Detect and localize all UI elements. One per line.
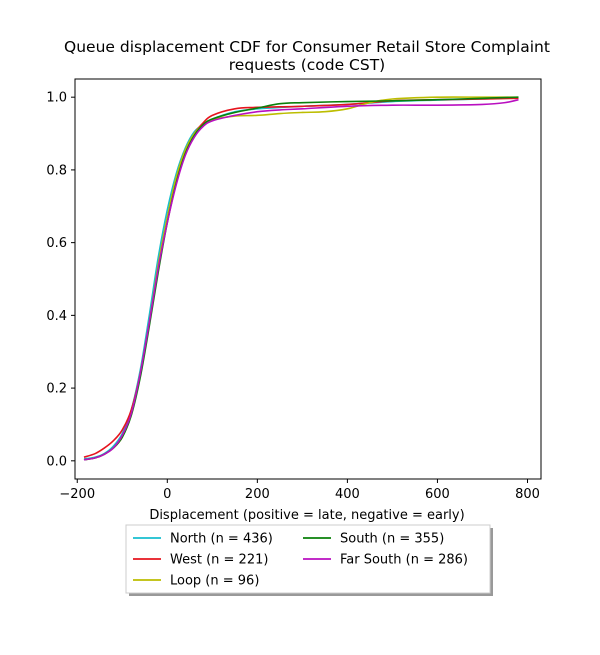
- y-tick-label: 0.4: [46, 309, 67, 324]
- legend-label-0: North (n = 436): [170, 532, 273, 547]
- x-tick-label: 200: [245, 487, 270, 502]
- x-tick-label: 0: [163, 487, 171, 502]
- plot-area: [74, 78, 542, 480]
- legend-label-2: Loop (n = 96): [170, 574, 259, 589]
- x-axis-label: Displacement (positive = late, negative …: [149, 508, 464, 523]
- series-layer: [83, 96, 519, 461]
- chart-title-line-2: requests (code CST): [229, 56, 385, 74]
- legend-label-4: Far South (n = 286): [340, 553, 468, 568]
- x-tick-label: 800: [515, 487, 540, 502]
- x-tick-label: 600: [425, 487, 450, 502]
- series-line-4: [83, 98, 519, 461]
- legend-label-1: West (n = 221): [170, 553, 268, 568]
- series-line-3: [83, 96, 519, 461]
- chart-title-line-1: Queue displacement CDF for Consumer Reta…: [64, 38, 550, 56]
- x-axis: −200 0 200 400 600 800: [59, 479, 540, 502]
- y-axis: 0.0 0.2 0.4 0.6 0.8 1.0: [46, 91, 75, 469]
- legend-label-3: South (n = 355): [340, 532, 444, 547]
- legend-entries: North (n = 436) West (n = 221) Loop (n = 9…: [133, 532, 468, 589]
- y-tick-label: 0.8: [46, 163, 67, 178]
- y-tick-label: 0.2: [46, 382, 67, 397]
- y-tick-label: 1.0: [46, 91, 67, 106]
- legend: North (n = 436) West (n = 221) Loop (n = 9…: [125, 524, 493, 596]
- y-tick-label: 0.6: [46, 236, 67, 251]
- plot-frame: [74, 78, 542, 480]
- x-tick-label: −200: [59, 487, 95, 502]
- y-tick-label: 0.0: [46, 454, 67, 469]
- x-tick-label: 400: [335, 487, 360, 502]
